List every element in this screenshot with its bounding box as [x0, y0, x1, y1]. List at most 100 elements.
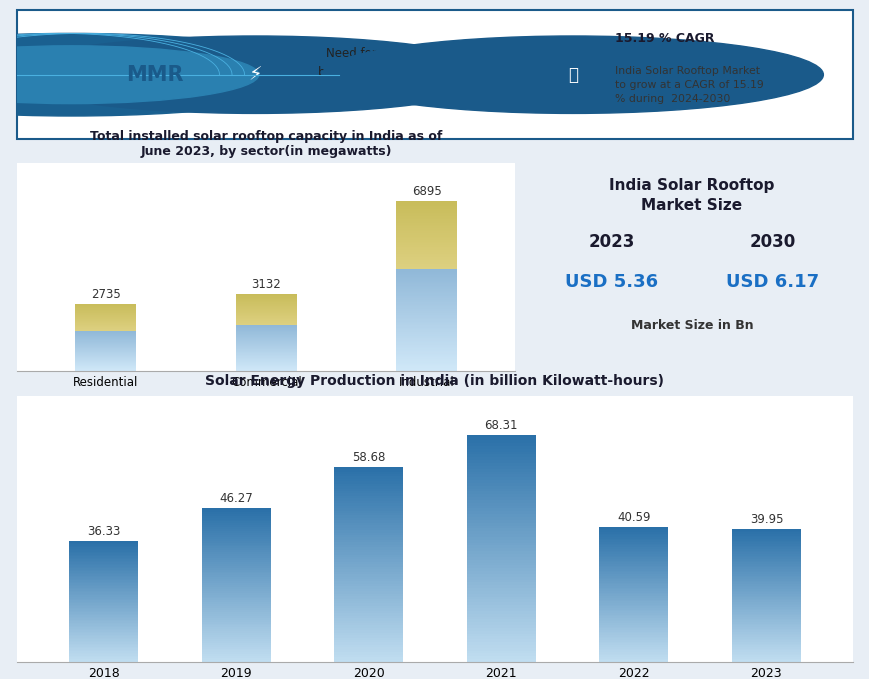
Bar: [334, 606, 402, 608]
Bar: [396, 323, 457, 324]
Bar: [202, 591, 270, 593]
Bar: [334, 569, 402, 572]
Bar: [334, 604, 402, 606]
Bar: [396, 355, 457, 356]
Bar: [334, 469, 402, 471]
Bar: [599, 625, 667, 627]
Bar: [334, 647, 402, 650]
Bar: [202, 533, 270, 535]
Bar: [396, 348, 457, 350]
Bar: [396, 304, 457, 305]
Bar: [202, 653, 270, 655]
Bar: [396, 335, 457, 337]
Bar: [69, 618, 138, 620]
Bar: [467, 597, 535, 600]
Bar: [69, 621, 138, 623]
Bar: [396, 278, 457, 279]
Text: 🔥: 🔥: [567, 66, 577, 84]
Bar: [599, 603, 667, 604]
Bar: [396, 293, 457, 295]
Bar: [396, 285, 457, 286]
Bar: [69, 617, 138, 618]
Bar: [731, 600, 800, 602]
Bar: [731, 659, 800, 661]
Bar: [334, 479, 402, 481]
Bar: [467, 443, 535, 446]
Bar: [396, 283, 457, 285]
Bar: [396, 341, 457, 342]
Bar: [396, 218, 457, 219]
Bar: [467, 548, 535, 551]
Bar: [467, 551, 535, 554]
Bar: [334, 506, 402, 508]
Bar: [599, 586, 667, 588]
Bar: [599, 647, 667, 648]
Bar: [467, 457, 535, 460]
Bar: [69, 638, 138, 640]
Bar: [69, 630, 138, 631]
Bar: [396, 351, 457, 352]
Bar: [396, 327, 457, 328]
Bar: [396, 245, 457, 246]
Bar: [334, 640, 402, 642]
Bar: [731, 532, 800, 534]
Bar: [731, 637, 800, 639]
Bar: [202, 616, 270, 618]
Bar: [396, 233, 457, 235]
Bar: [731, 621, 800, 622]
Bar: [467, 554, 535, 557]
Bar: [202, 648, 270, 650]
Bar: [69, 650, 138, 651]
Bar: [599, 600, 667, 601]
Bar: [396, 367, 457, 369]
Bar: [334, 586, 402, 589]
Bar: [334, 653, 402, 655]
Bar: [69, 608, 138, 609]
Bar: [467, 608, 535, 611]
Bar: [69, 634, 138, 635]
Bar: [599, 579, 667, 581]
Bar: [396, 230, 457, 232]
Bar: [69, 640, 138, 641]
Bar: [731, 599, 800, 600]
Bar: [235, 323, 296, 324]
Bar: [731, 650, 800, 652]
Text: 2735: 2735: [90, 288, 121, 301]
Text: Market Size in Bn: Market Size in Bn: [630, 319, 753, 332]
Bar: [69, 659, 138, 661]
Bar: [69, 602, 138, 603]
Bar: [69, 609, 138, 610]
Bar: [235, 322, 296, 323]
Bar: [202, 527, 270, 529]
Bar: [396, 286, 457, 287]
Bar: [202, 583, 270, 585]
Bar: [334, 638, 402, 640]
Bar: [396, 257, 457, 259]
Bar: [202, 521, 270, 524]
Bar: [467, 440, 535, 443]
Bar: [69, 655, 138, 656]
Bar: [202, 614, 270, 616]
Bar: [202, 646, 270, 648]
Bar: [731, 630, 800, 632]
Bar: [396, 259, 457, 261]
Bar: [396, 301, 457, 302]
Bar: [202, 587, 270, 589]
Bar: [235, 315, 296, 316]
Bar: [731, 606, 800, 607]
Bar: [235, 318, 296, 320]
Bar: [599, 568, 667, 569]
Bar: [467, 509, 535, 511]
Bar: [467, 593, 535, 597]
Bar: [202, 602, 270, 604]
Bar: [334, 579, 402, 581]
Bar: [731, 632, 800, 634]
Bar: [69, 646, 138, 647]
Bar: [731, 652, 800, 654]
Bar: [334, 547, 402, 550]
Bar: [334, 598, 402, 601]
Bar: [599, 540, 667, 542]
Bar: [731, 564, 800, 566]
Bar: [396, 219, 457, 221]
Bar: [396, 201, 457, 202]
